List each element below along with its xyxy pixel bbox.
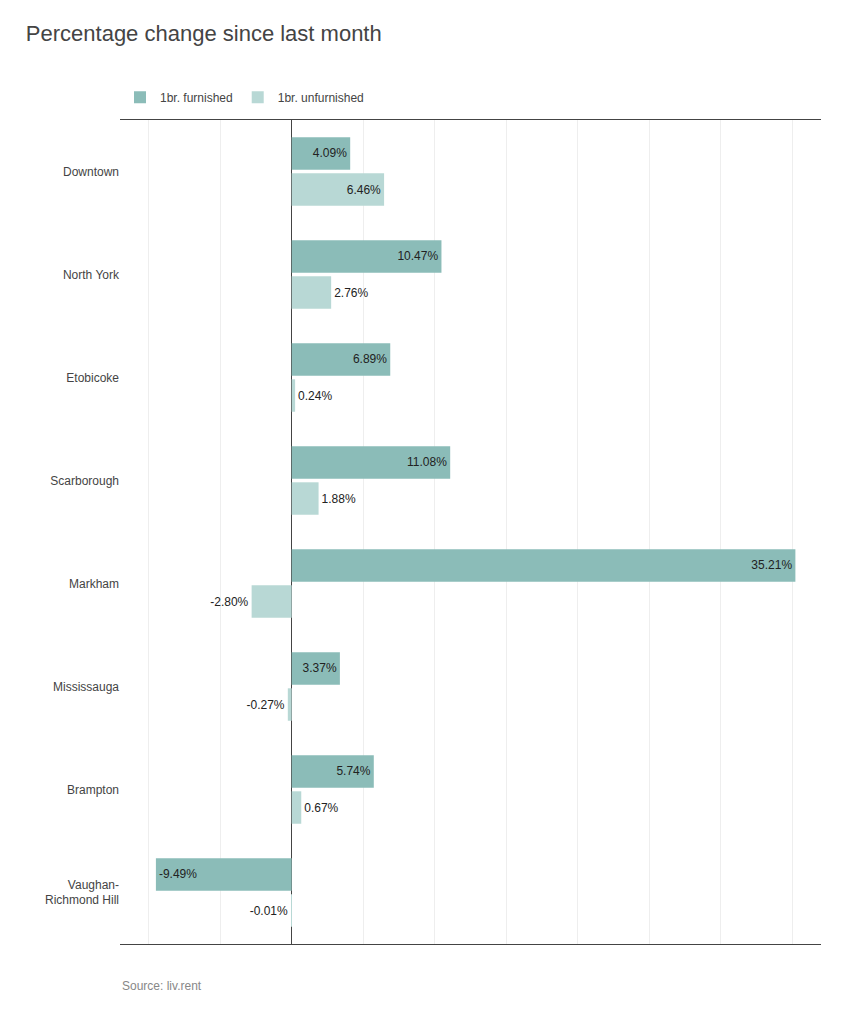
svg-text:6.46%: 6.46% [347, 183, 381, 197]
svg-text:-0.27%: -0.27% [246, 698, 284, 712]
svg-text:11.08%: 11.08% [407, 455, 447, 469]
svg-text:0.67%: 0.67% [304, 801, 338, 815]
svg-text:4.09%: 4.09% [313, 146, 347, 160]
svg-text:35.21%: 35.21% [751, 558, 792, 572]
svg-text:6.89%: 6.89% [353, 352, 387, 366]
svg-text:1.88%: 1.88% [322, 492, 356, 506]
svg-text:Source: liv.rent: Source: liv.rent [122, 979, 202, 993]
svg-text:2.76%: 2.76% [334, 286, 368, 300]
svg-text:5.74%: 5.74% [336, 764, 370, 778]
svg-text:Mississauga: Mississauga [53, 680, 119, 694]
svg-text:-0.01%: -0.01% [250, 904, 288, 918]
svg-text:-9.49%: -9.49% [159, 867, 197, 881]
svg-text:-2.80%: -2.80% [210, 595, 248, 609]
svg-text:Vaughan-Richmond Hill: Vaughan-Richmond Hill [45, 878, 119, 908]
svg-text:Downtown: Downtown [63, 165, 119, 179]
svg-text:3.37%: 3.37% [303, 661, 337, 675]
svg-text:10.47%: 10.47% [397, 249, 438, 263]
svg-text:1br. unfurnished: 1br. unfurnished [278, 91, 364, 105]
svg-text:Scarborough: Scarborough [50, 474, 119, 488]
svg-text:Brampton: Brampton [67, 783, 119, 797]
svg-text:Etobicoke: Etobicoke [66, 371, 119, 385]
svg-text:1br. furnished: 1br. furnished [160, 91, 233, 105]
svg-text:0.24%: 0.24% [298, 389, 332, 403]
svg-text:Markham: Markham [69, 577, 119, 591]
svg-text:North York: North York [63, 268, 120, 282]
svg-text:Percentage change since last m: Percentage change since last month [26, 21, 382, 46]
